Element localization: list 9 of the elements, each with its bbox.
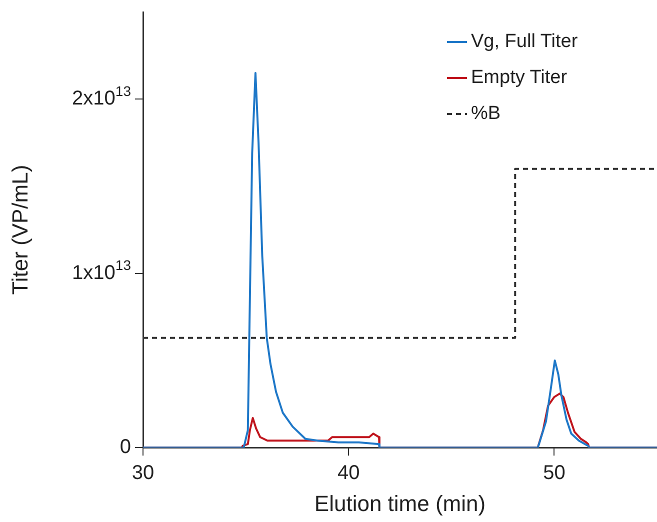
x-axis-title: Elution time (min)	[314, 490, 486, 516]
legend-label: Vg, Full Titer	[471, 31, 578, 52]
x-tick-label: 30	[132, 462, 154, 484]
y-axis-title: Titer (VP/mL)	[7, 164, 32, 295]
legend-label: Empty Titer	[471, 67, 568, 88]
x-tick-label: 50	[543, 462, 566, 484]
legend-label: %B	[471, 103, 501, 124]
x-tick-label: 40	[337, 462, 360, 484]
y-tick-label: 0	[120, 436, 131, 458]
